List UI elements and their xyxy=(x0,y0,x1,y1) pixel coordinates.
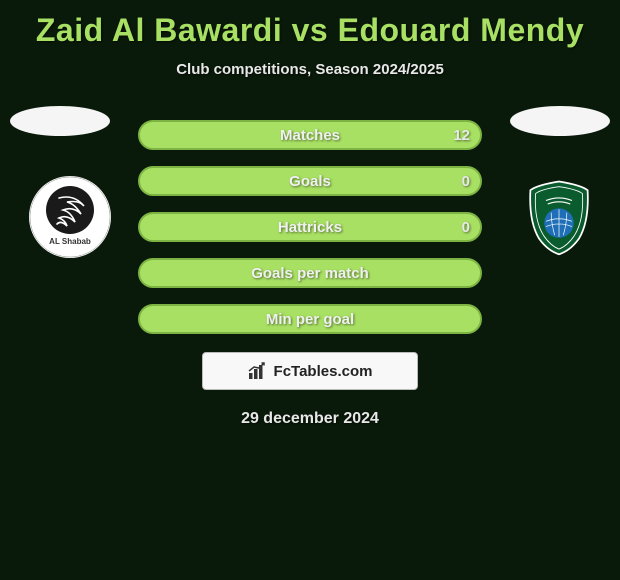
stat-label: Goals per match xyxy=(251,265,369,282)
stats-list: Matches 12 Goals 0 Hattricks 0 Goals per… xyxy=(138,106,482,334)
stat-label: Matches xyxy=(280,127,340,144)
stat-right-value: 0 xyxy=(462,173,470,190)
stat-row-hattricks: Hattricks 0 xyxy=(138,212,482,242)
stat-label: Goals xyxy=(289,173,331,190)
stat-row-mpg: Min per goal xyxy=(138,304,482,334)
alahli-logo-icon xyxy=(520,178,598,256)
stat-label: Hattricks xyxy=(278,219,342,236)
player-left-oval xyxy=(10,106,110,136)
stat-right-value: 0 xyxy=(462,219,470,236)
club-logo-right xyxy=(518,176,600,258)
date-text: 29 december 2024 xyxy=(0,410,620,428)
club-logo-left: AL Shabab xyxy=(29,176,111,258)
chart-icon xyxy=(248,362,268,380)
stat-row-gpm: Goals per match xyxy=(138,258,482,288)
subtitle: Club competitions, Season 2024/2025 xyxy=(0,61,620,78)
player-right-oval xyxy=(510,106,610,136)
comparison-block: AL Shabab Matches 12 Goals 0 Hattricks 0 xyxy=(0,106,620,428)
stat-label: Min per goal xyxy=(266,311,354,328)
page-title: Zaid Al Bawardi vs Edouard Mendy xyxy=(0,0,620,49)
stat-right-value: 12 xyxy=(453,127,470,144)
stat-row-matches: Matches 12 xyxy=(138,120,482,150)
alshabab-logo-icon: AL Shabab xyxy=(29,176,111,258)
svg-text:AL Shabab: AL Shabab xyxy=(49,237,91,246)
stat-row-goals: Goals 0 xyxy=(138,166,482,196)
branding-text: FcTables.com xyxy=(274,363,373,380)
branding-badge: FcTables.com xyxy=(202,352,418,390)
